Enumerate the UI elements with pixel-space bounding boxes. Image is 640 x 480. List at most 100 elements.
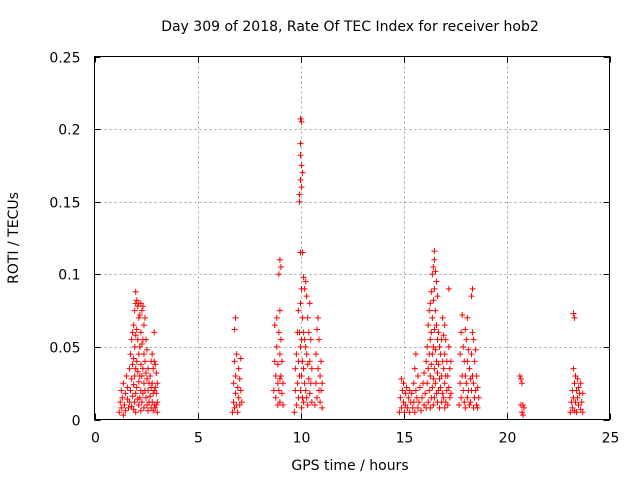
data-point: [315, 314, 322, 321]
data-point: [303, 351, 310, 358]
data-point: [237, 355, 244, 362]
data-point: [236, 375, 243, 382]
y-tick-label: 0.15: [49, 196, 80, 212]
data-point: [306, 358, 313, 365]
data-point: [119, 394, 126, 401]
data-point: [427, 300, 434, 307]
data-point: [459, 311, 466, 318]
data-point: [299, 249, 306, 256]
data-point: [231, 358, 238, 365]
data-point: [301, 285, 308, 292]
data-point: [432, 268, 439, 275]
data-point: [297, 152, 304, 159]
data-point: [138, 372, 145, 379]
data-point: [431, 248, 438, 255]
data-point: [126, 399, 133, 406]
data-point: [519, 412, 526, 419]
data-point: [234, 409, 241, 416]
data-point: [145, 387, 152, 394]
y-tick-label: 0: [72, 414, 81, 430]
data-point: [272, 372, 279, 379]
data-point: [427, 404, 434, 411]
data-point: [232, 372, 239, 379]
data-point: [315, 365, 322, 372]
data-point: [231, 326, 238, 333]
data-point: [442, 336, 449, 343]
data-point: [229, 409, 236, 416]
data-point: [414, 404, 421, 411]
data-point: [276, 399, 283, 406]
data-point: [138, 340, 145, 347]
data-point: [140, 380, 147, 387]
data-point: [279, 380, 286, 387]
data-point: [575, 401, 582, 408]
data-point: [272, 394, 279, 401]
data-point: [127, 351, 134, 358]
data-point: [465, 346, 472, 353]
data-point: [299, 169, 306, 176]
data-point: [298, 404, 305, 411]
data-point: [134, 336, 141, 343]
data-point: [429, 384, 436, 391]
data-point: [421, 370, 428, 377]
data-point: [413, 394, 420, 401]
data-point: [151, 358, 158, 365]
data-point: [238, 399, 245, 406]
data-point: [432, 380, 439, 387]
x-axis-label: GPS time / hours: [291, 458, 408, 474]
data-point: [132, 390, 139, 397]
data-point: [274, 361, 281, 368]
data-point: [415, 399, 422, 406]
data-point: [410, 380, 417, 387]
data-point: [154, 409, 161, 416]
data-point: [433, 322, 440, 329]
data-point: [573, 409, 580, 416]
data-point: [291, 409, 298, 416]
data-point: [313, 326, 320, 333]
data-point: [462, 326, 469, 333]
data-point: [131, 343, 138, 350]
data-point: [423, 358, 430, 365]
data-point: [300, 399, 307, 406]
data-point: [319, 404, 326, 411]
data-point: [275, 329, 282, 336]
data-point: [125, 404, 132, 411]
data-point: [152, 361, 159, 368]
data-point: [469, 329, 476, 336]
data-point: [277, 264, 284, 271]
data-point: [297, 140, 304, 147]
data-point: [306, 390, 313, 397]
data-point: [297, 115, 304, 122]
data-point: [467, 399, 474, 406]
data-point: [402, 390, 409, 397]
data-point: [464, 314, 471, 321]
data-point: [140, 322, 147, 329]
data-point: [133, 326, 140, 333]
data-point: [135, 378, 142, 385]
data-point: [316, 336, 323, 343]
data-point: [468, 293, 475, 300]
data-point: [460, 387, 467, 394]
y-tick-labels: 0 0.05 0.1 0.15 0.2 0.25: [49, 51, 80, 430]
data-point: [136, 311, 143, 318]
data-point: [447, 390, 454, 397]
data-point: [300, 365, 307, 372]
data-point: [579, 390, 586, 397]
data-point: [276, 256, 283, 263]
data-point: [235, 365, 242, 372]
chart-title: Day 309 of 2018, Rate Of TEC Index for r…: [161, 19, 539, 35]
data-point: [139, 365, 146, 372]
data-point: [304, 401, 311, 408]
data-point: [308, 365, 315, 372]
data-point: [300, 329, 307, 336]
data-point: [276, 351, 283, 358]
data-point: [132, 332, 139, 339]
data-point: [418, 407, 425, 414]
data-point: [130, 322, 137, 329]
data-point: [466, 365, 473, 372]
data-point: [299, 358, 306, 365]
data-point: [132, 288, 139, 295]
data-point: [135, 401, 142, 408]
x-tick-label: 25: [602, 431, 620, 447]
data-point: [307, 380, 314, 387]
